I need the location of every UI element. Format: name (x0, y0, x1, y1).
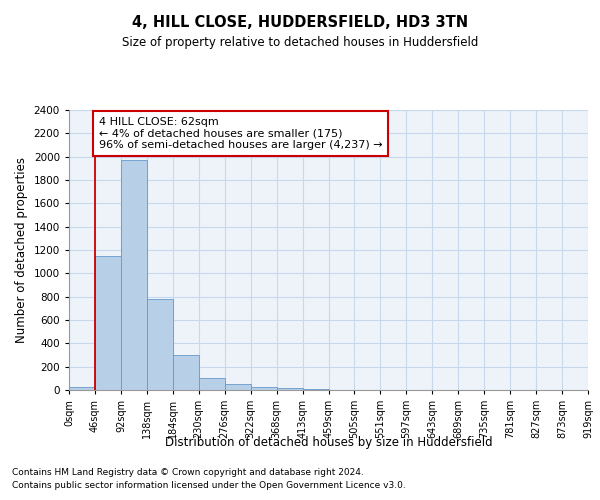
Bar (277, 388, 302, 390)
Text: Distribution of detached houses by size in Huddersfield: Distribution of detached houses by size … (165, 436, 493, 449)
Text: Size of property relative to detached houses in Huddersfield: Size of property relative to detached ho… (122, 36, 478, 49)
Bar (147, 299, 173, 390)
Bar (121, 160, 147, 390)
Bar (251, 386, 277, 390)
Text: Contains public sector information licensed under the Open Government Licence v3: Contains public sector information licen… (12, 480, 406, 490)
Text: Contains HM Land Registry data © Crown copyright and database right 2024.: Contains HM Land Registry data © Crown c… (12, 468, 364, 477)
Bar (95, 256, 121, 390)
Text: 4 HILL CLOSE: 62sqm
← 4% of detached houses are smaller (175)
96% of semi-detach: 4 HILL CLOSE: 62sqm ← 4% of detached hou… (99, 117, 382, 150)
Bar (199, 378, 224, 390)
Bar (173, 355, 199, 390)
Bar (69, 386, 95, 390)
Y-axis label: Number of detached properties: Number of detached properties (15, 157, 28, 343)
Text: 4, HILL CLOSE, HUDDERSFIELD, HD3 3TN: 4, HILL CLOSE, HUDDERSFIELD, HD3 3TN (132, 15, 468, 30)
Bar (225, 384, 251, 390)
